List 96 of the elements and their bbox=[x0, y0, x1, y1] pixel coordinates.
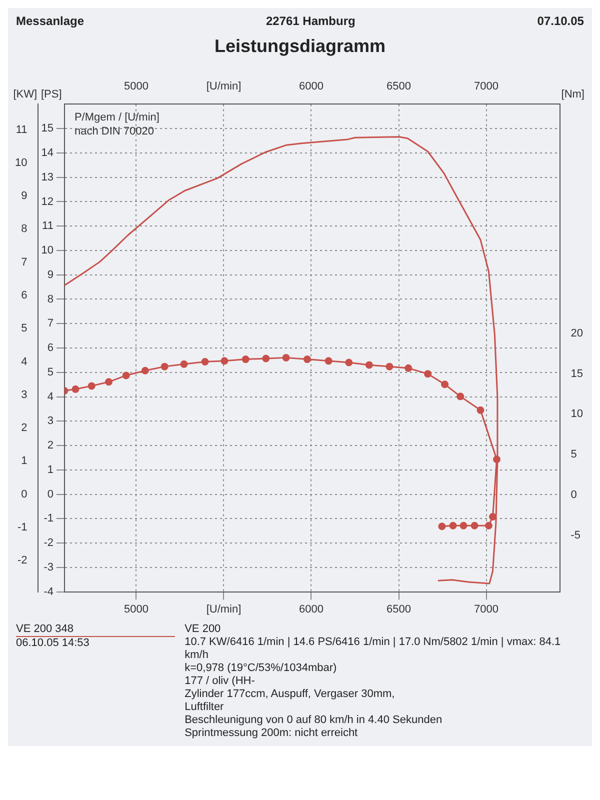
y3-tick-label: 0 bbox=[21, 488, 28, 500]
y3-tick-label: 2 bbox=[21, 422, 28, 434]
point bbox=[438, 522, 446, 530]
y3-tick-label: 8 bbox=[21, 223, 28, 236]
x-tick-label: 5000 bbox=[124, 80, 148, 93]
point bbox=[160, 362, 168, 370]
y-tick-label: 9 bbox=[47, 268, 54, 281]
y3-tick-label: 10 bbox=[14, 156, 28, 169]
y-tick-label: 3 bbox=[47, 415, 54, 428]
text: Beschleunigung von 0 auf 80 km/h in 4.40 Sekunden bbox=[184, 714, 444, 727]
y-tick-label: -3 bbox=[44, 561, 54, 574]
y3-tick-label: 3 bbox=[21, 388, 28, 401]
text: VE 200 348 bbox=[16, 623, 175, 637]
y3-tick-label: -1 bbox=[17, 522, 28, 534]
text: k=0,978 (19°C/53%/1034mbar) bbox=[184, 662, 338, 675]
point bbox=[404, 364, 412, 372]
text: 07.10.05 bbox=[537, 14, 584, 28]
text: Luftfilter bbox=[184, 701, 225, 714]
point bbox=[242, 356, 250, 364]
point bbox=[122, 372, 130, 380]
point bbox=[449, 522, 457, 530]
y-tick-label: 4 bbox=[47, 390, 54, 403]
chart-subtitle: 22761 Hamburg bbox=[266, 14, 356, 28]
point bbox=[484, 522, 492, 530]
y3-tick-label: 6 bbox=[21, 289, 28, 302]
y-tick-label: 15 bbox=[41, 122, 54, 135]
text: Messanlage bbox=[16, 14, 84, 28]
y2-tick-label: 10 bbox=[570, 408, 584, 420]
y2-tick-label: 0 bbox=[570, 488, 577, 501]
y2-tick-label: -5 bbox=[570, 529, 581, 542]
point bbox=[105, 378, 112, 386]
y-tick-label: 10 bbox=[41, 244, 54, 257]
y2-tick-label: 20 bbox=[570, 328, 584, 340]
point bbox=[180, 360, 188, 368]
point bbox=[476, 406, 484, 414]
y3-tick-label: 7 bbox=[21, 256, 28, 268]
y3-axis-title: [KW] bbox=[13, 88, 38, 101]
point bbox=[141, 366, 149, 374]
x2-tick-label: 6000 bbox=[299, 603, 324, 616]
text: VE 200 bbox=[184, 623, 222, 636]
y2-tick-label: 15 bbox=[570, 368, 584, 380]
x-tick-label: 7000 bbox=[474, 80, 498, 93]
x2-tick-label: [U/min] bbox=[206, 603, 242, 616]
point bbox=[88, 382, 96, 390]
point bbox=[424, 370, 432, 378]
y-tick-label: 13 bbox=[41, 171, 54, 184]
text: Sprintmessung 200m: nicht erreicht bbox=[184, 727, 359, 740]
y3-tick-label: 11 bbox=[16, 124, 28, 136]
y-tick-label: 7 bbox=[47, 318, 54, 330]
point bbox=[324, 357, 332, 365]
x-tick-label: [U/min] bbox=[206, 80, 242, 93]
y-tick-label: -1 bbox=[44, 512, 54, 525]
point bbox=[386, 362, 394, 370]
x-tick-label: 6000 bbox=[299, 80, 324, 93]
y-tick-label: 0 bbox=[47, 488, 54, 500]
y-tick-label: 6 bbox=[47, 342, 54, 354]
y-tick-label: 2 bbox=[47, 440, 54, 452]
y2-axis-title: [Nm] bbox=[561, 88, 584, 101]
y-tick-label: 14 bbox=[41, 146, 54, 159]
point bbox=[470, 522, 478, 530]
x-tick-label: 6500 bbox=[386, 80, 411, 93]
text: 177 / oliv (HH- bbox=[184, 675, 256, 688]
point bbox=[303, 356, 311, 364]
y-tick-label: 12 bbox=[41, 196, 54, 208]
y3-tick-label: 5 bbox=[21, 322, 28, 335]
point bbox=[262, 354, 270, 362]
point bbox=[220, 357, 228, 365]
text: Zylinder 177ccm, Auspuff, Vergaser 30mm, bbox=[184, 688, 396, 701]
point bbox=[201, 358, 209, 366]
y2-tick-label: 5 bbox=[570, 448, 577, 461]
y-tick-label: 5 bbox=[47, 366, 54, 378]
x2-tick-label: 7000 bbox=[474, 603, 498, 616]
point bbox=[345, 358, 353, 366]
y-tick-label: -2 bbox=[44, 537, 54, 550]
point bbox=[365, 361, 373, 369]
y3-tick-label: -2 bbox=[17, 554, 28, 567]
point bbox=[456, 392, 464, 400]
y-tick-label: -4 bbox=[44, 586, 54, 598]
point bbox=[72, 385, 80, 393]
text: 06.10.05 14:53 bbox=[16, 637, 90, 650]
chart-title: Leistungsdiagramm bbox=[213, 36, 387, 57]
y-tick-label: 1 bbox=[47, 464, 54, 476]
point bbox=[460, 522, 468, 530]
point bbox=[488, 512, 496, 520]
x2-tick-label: 5000 bbox=[124, 603, 148, 616]
point bbox=[282, 354, 290, 362]
y-axis-title: [PS] bbox=[40, 88, 62, 101]
annotation: nach DIN 70020 bbox=[74, 126, 154, 138]
y-tick-label: 8 bbox=[47, 293, 54, 306]
y3-tick-label: 1 bbox=[21, 455, 28, 468]
point bbox=[441, 380, 449, 388]
y-tick-label: 11 bbox=[42, 220, 54, 232]
annotation: P/Mgem / [U/min] bbox=[74, 112, 160, 124]
y3-tick-label: 9 bbox=[21, 190, 28, 202]
x2-tick-label: 6500 bbox=[386, 603, 411, 616]
y3-tick-label: 4 bbox=[21, 356, 28, 368]
